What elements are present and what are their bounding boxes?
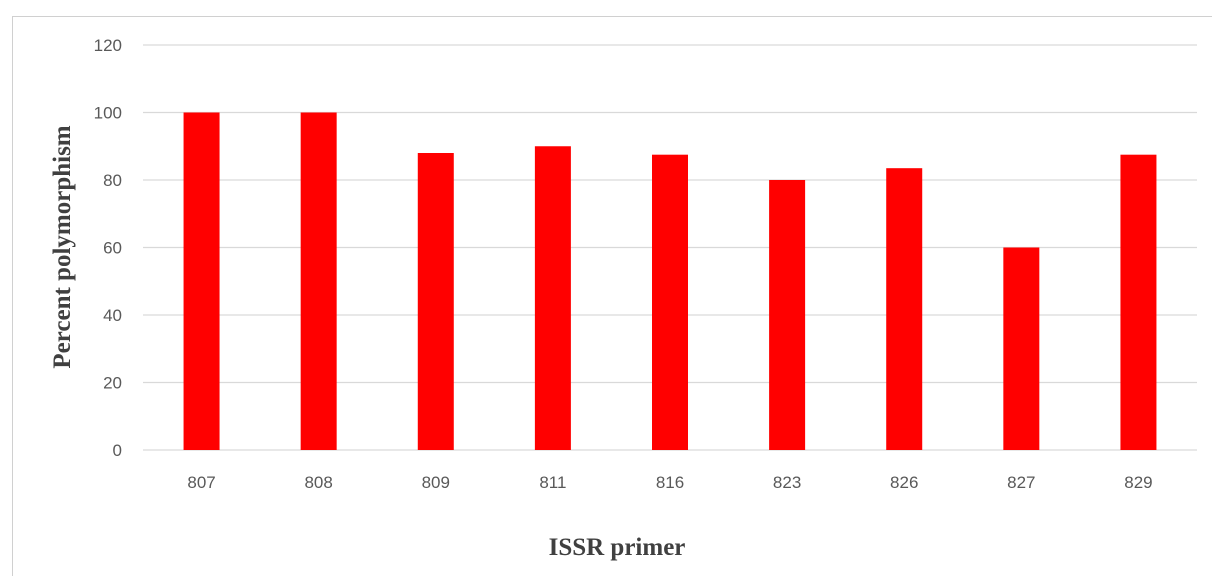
bar-816	[652, 154, 688, 450]
bar-811	[534, 146, 571, 450]
y-tick-label: 60	[103, 239, 122, 258]
y-axis-title: Percent polymorphism	[49, 125, 76, 368]
x-tick-label: 808	[304, 473, 332, 492]
x-axis-title: ISSR primer	[549, 534, 686, 561]
bar-829	[1120, 154, 1157, 450]
bar-808	[300, 112, 337, 450]
x-axis-ticks: 807 808 809 811 816 823 826 827 829	[187, 473, 1152, 492]
y-tick-label: 40	[103, 306, 122, 325]
x-tick-label: 823	[773, 473, 801, 492]
y-tick-label: 0	[113, 441, 122, 460]
y-tick-label: 100	[94, 104, 122, 123]
y-tick-label: 120	[94, 36, 122, 55]
x-tick-label: 807	[187, 473, 215, 492]
x-tick-label: 827	[1007, 473, 1035, 492]
bar-826	[886, 168, 923, 450]
bar-823	[769, 180, 806, 450]
x-tick-label: 829	[1124, 473, 1152, 492]
bar-827	[1003, 247, 1040, 450]
x-tick-label: 816	[656, 473, 684, 492]
y-tick-label: 20	[103, 374, 122, 393]
x-tick-label: 809	[422, 473, 450, 492]
x-tick-label: 826	[890, 473, 918, 492]
bars	[183, 112, 1157, 450]
x-tick-label: 811	[539, 473, 566, 492]
bar-809	[417, 153, 454, 450]
y-tick-label: 80	[103, 171, 122, 190]
chart-frame	[12, 16, 1212, 576]
bar-807	[183, 112, 220, 450]
y-axis-ticks: 0 20 40 60 80 100 120	[94, 36, 122, 460]
bar-chart: 0 20 40 60 80 100 120 807 808 809 811 816 823 826 827…	[49, 36, 1197, 561]
